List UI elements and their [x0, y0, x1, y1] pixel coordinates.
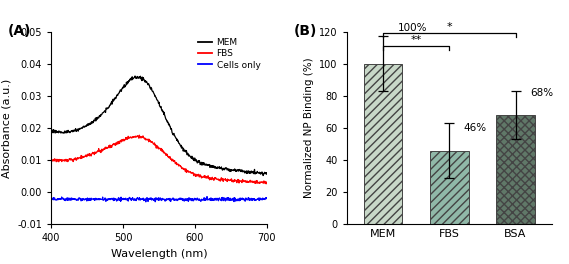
- Text: *: *: [447, 22, 452, 32]
- X-axis label: Wavelength (nm): Wavelength (nm): [110, 249, 207, 259]
- Text: 68%: 68%: [530, 88, 553, 97]
- Text: (B): (B): [293, 24, 317, 38]
- Bar: [364, 64, 402, 224]
- Bar: [496, 115, 535, 224]
- Text: 100%: 100%: [398, 23, 427, 33]
- Text: 46%: 46%: [464, 123, 487, 133]
- Text: **: **: [411, 35, 422, 45]
- Text: (A): (A): [8, 24, 32, 38]
- Bar: [430, 150, 468, 224]
- Y-axis label: Normalized NP Binding (%): Normalized NP Binding (%): [304, 58, 314, 198]
- Legend: MEM, FBS, Cells only: MEM, FBS, Cells only: [197, 36, 262, 71]
- Y-axis label: Absorbance (a.u.): Absorbance (a.u.): [2, 78, 12, 178]
